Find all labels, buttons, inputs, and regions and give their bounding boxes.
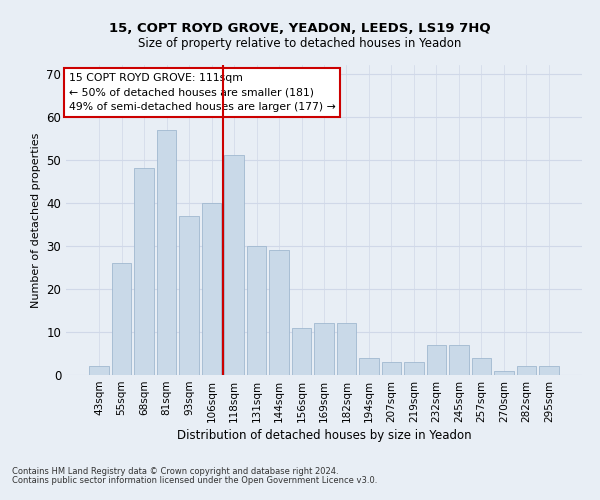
Bar (404, 362, 424, 375)
Text: 15, COPT ROYD GROVE, YEADON, LEEDS, LS19 7HQ: 15, COPT ROYD GROVE, YEADON, LEEDS, LS19… (109, 22, 491, 36)
Text: 15 COPT ROYD GROVE: 111sqm
← 50% of detached houses are smaller (181)
49% of sem: 15 COPT ROYD GROVE: 111sqm ← 50% of deta… (68, 72, 335, 112)
Y-axis label: Number of detached properties: Number of detached properties (31, 132, 41, 308)
Bar (224, 156, 244, 375)
Bar (359, 358, 379, 375)
Bar (157, 130, 176, 375)
Bar (89, 366, 109, 375)
Bar (247, 246, 266, 375)
Bar (337, 324, 356, 375)
X-axis label: Distribution of detached houses by size in Yeadon: Distribution of detached houses by size … (176, 429, 472, 442)
Bar (427, 345, 446, 375)
Text: Contains HM Land Registry data © Crown copyright and database right 2024.: Contains HM Land Registry data © Crown c… (12, 467, 338, 476)
Bar (134, 168, 154, 375)
Bar (269, 250, 289, 375)
Text: Size of property relative to detached houses in Yeadon: Size of property relative to detached ho… (139, 38, 461, 51)
Bar (202, 203, 221, 375)
Text: Contains public sector information licensed under the Open Government Licence v3: Contains public sector information licen… (12, 476, 377, 485)
Bar (292, 328, 311, 375)
Bar (112, 263, 131, 375)
Bar (539, 366, 559, 375)
Bar (494, 370, 514, 375)
Bar (472, 358, 491, 375)
Bar (517, 366, 536, 375)
Bar (449, 345, 469, 375)
Bar (179, 216, 199, 375)
Bar (382, 362, 401, 375)
Bar (314, 324, 334, 375)
